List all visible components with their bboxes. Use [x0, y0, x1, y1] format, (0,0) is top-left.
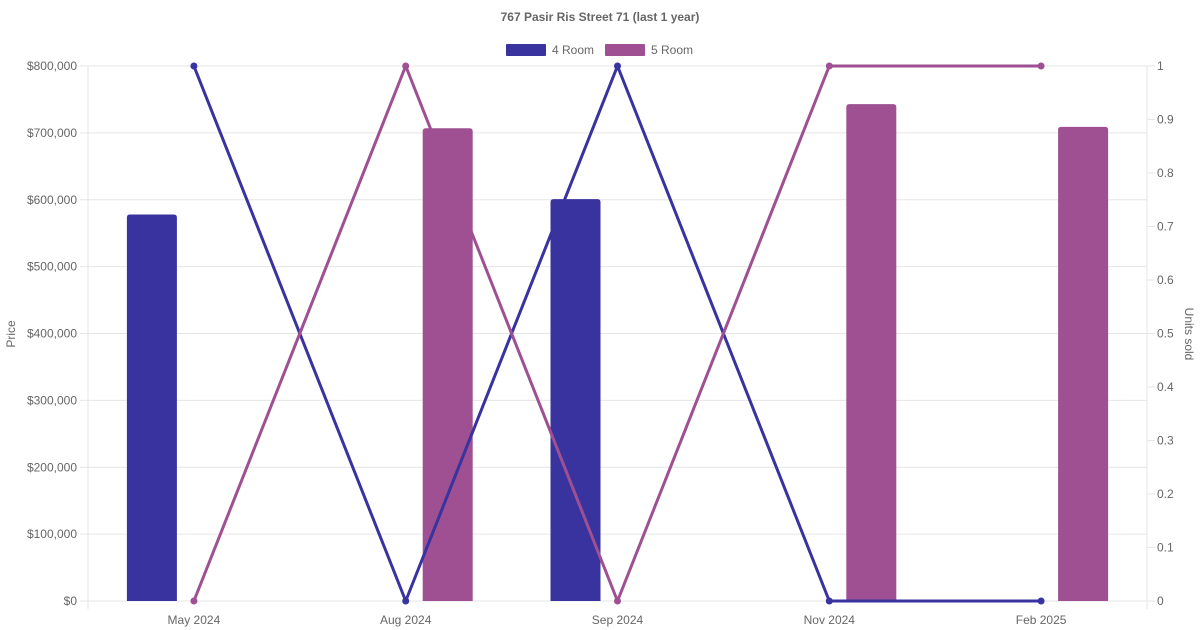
y-axis-ticks: $0 $100,000 $200,000 $300,000 $400,000 $500,0…	[27, 59, 77, 608]
y-axis-title: Price	[4, 320, 18, 348]
legend-swatch-5-room[interactable]	[605, 44, 645, 56]
y2-tick-label: 0.9	[1157, 113, 1174, 127]
y-tick-label: $100,000	[27, 527, 77, 541]
x-axis-ticks: May 2024 Aug 2024 Sep 2024 Nov 2024 Feb 2025	[168, 613, 1067, 627]
legend-swatch-4-room[interactable]	[506, 44, 546, 56]
y2-tick-label: 0.3	[1157, 434, 1174, 448]
y2-tick-label: 0.4	[1157, 380, 1174, 394]
legend-label-4-room[interactable]: 4 Room	[552, 43, 594, 57]
bar-4-room-2[interactable]	[550, 199, 601, 602]
grid-lines	[80, 65, 1148, 609]
y2-tick-label: 0.2	[1157, 487, 1174, 501]
bar-5-room-4[interactable]	[1058, 126, 1109, 601]
legend-label-5-room[interactable]: 5 Room	[651, 43, 693, 57]
units-sold-lines	[190, 62, 1045, 605]
y-tick-label: $600,000	[27, 193, 77, 207]
point-5-room-0[interactable]	[190, 597, 198, 605]
x-tick-label: Aug 2024	[380, 613, 432, 627]
price-bars	[126, 104, 1109, 602]
y-tick-label: $700,000	[27, 126, 77, 140]
y2-tick-label: 0.6	[1157, 273, 1174, 287]
y2-axis-ticks: 0 0.1 0.2 0.3 0.4 0.5 0.6 0.7 0.8 0.9 1	[1147, 59, 1174, 608]
x-tick-label: May 2024	[168, 613, 221, 627]
y2-tick-label: 1	[1157, 59, 1164, 73]
point-5-room-1[interactable]	[402, 62, 410, 70]
chart-title: 767 Pasir Ris Street 71 (last 1 year)	[501, 10, 700, 24]
bar-4-room-0[interactable]	[126, 214, 177, 601]
y2-axis-title: Units sold	[1182, 308, 1196, 361]
y2-tick-label: 0	[1157, 594, 1164, 608]
y-tick-label: $800,000	[27, 59, 77, 73]
point-5-room-3[interactable]	[825, 62, 833, 70]
y2-tick-label: 0.7	[1157, 220, 1174, 234]
y-tick-label: $400,000	[27, 327, 77, 341]
point-4-room-0[interactable]	[190, 62, 198, 70]
y2-tick-label: 0.5	[1157, 327, 1174, 341]
x-tick-label: Sep 2024	[592, 613, 644, 627]
point-4-room-3[interactable]	[825, 597, 833, 605]
legend: 4 Room 5 Room	[506, 43, 693, 57]
x-tick-label: Feb 2025	[1016, 613, 1067, 627]
point-4-room-2[interactable]	[614, 62, 621, 70]
point-5-room-2[interactable]	[614, 597, 621, 605]
y2-tick-label: 0.1	[1157, 541, 1174, 555]
bar-5-room-1[interactable]	[422, 128, 473, 601]
point-4-room-1[interactable]	[402, 597, 410, 605]
y-tick-label: $500,000	[27, 260, 77, 274]
y-tick-label: $0	[64, 594, 78, 608]
bar-5-room-3[interactable]	[846, 104, 897, 602]
x-tick-label: Nov 2024	[804, 613, 856, 627]
point-4-room-4[interactable]	[1037, 597, 1045, 605]
point-5-room-4[interactable]	[1037, 62, 1045, 70]
y2-tick-label: 0.8	[1157, 166, 1174, 180]
y-tick-label: $200,000	[27, 460, 77, 474]
y-tick-label: $300,000	[27, 393, 77, 407]
